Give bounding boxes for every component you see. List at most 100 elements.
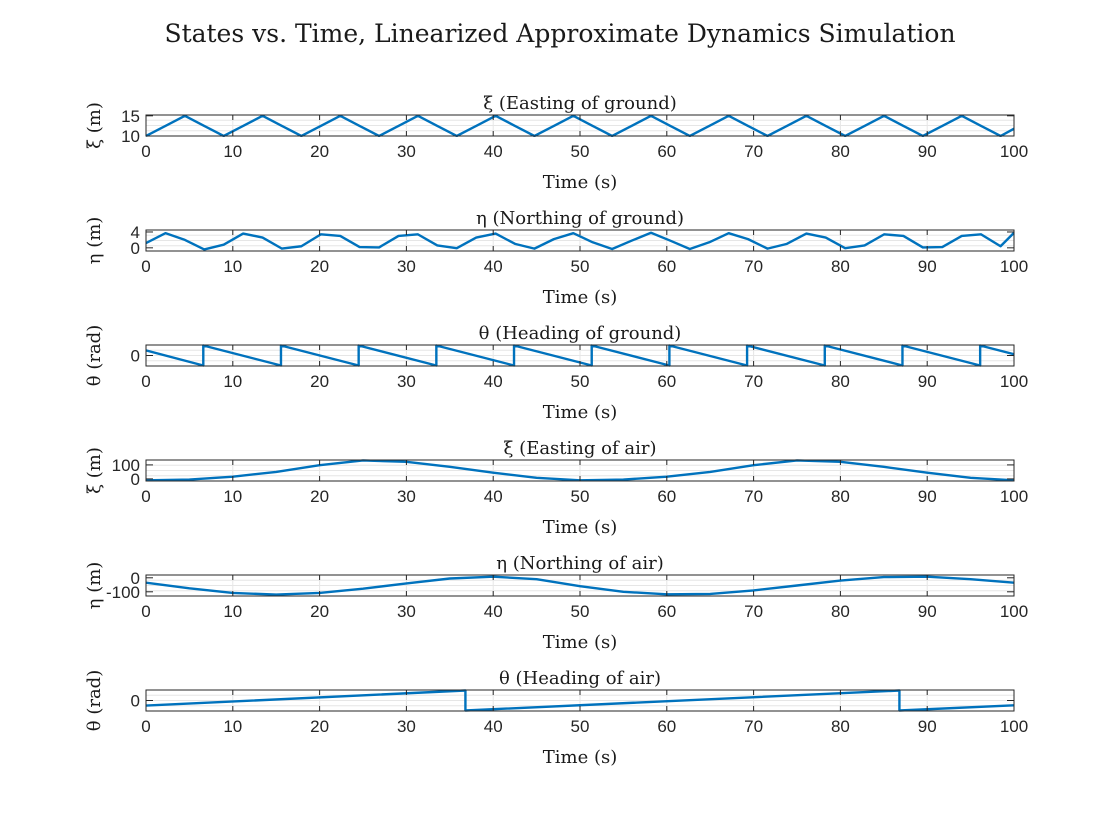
y-axis-label: ξ (m) [84, 447, 105, 494]
x-axis-label: Time (s) [543, 402, 618, 423]
x-tick-label: 90 [918, 257, 937, 276]
x-tick-label: 40 [484, 372, 503, 391]
subplot-2: 0 10 20 30 40 50 60 70 80 90 100 04 η (Northing of g… [84, 208, 1028, 308]
x-tick-label: 90 [918, 487, 937, 506]
x-tick-label: 30 [397, 257, 416, 276]
x-tick-label: 70 [744, 602, 763, 621]
x-tick-label: 0 [141, 257, 150, 276]
x-tick-label: 60 [657, 717, 676, 736]
x-tick-label: 90 [918, 602, 937, 621]
x-tick-label: 50 [571, 257, 590, 276]
x-tick-label: 100 [1000, 257, 1028, 276]
y-tick-label: 10 [121, 127, 140, 146]
x-tick-label: 80 [831, 602, 850, 621]
x-tick-label: 60 [657, 602, 676, 621]
x-tick-label: 0 [141, 487, 150, 506]
x-tick-label: 70 [744, 372, 763, 391]
x-tick-label: 40 [484, 602, 503, 621]
y-tick-label: 0 [131, 692, 140, 711]
subplot-title: θ (Heading of ground) [479, 323, 682, 344]
y-tick-label: 0 [131, 347, 140, 366]
x-tick-label: 20 [310, 487, 329, 506]
x-tick-label: 90 [918, 717, 937, 736]
x-tick-label: 10 [223, 257, 242, 276]
x-tick-label: 10 [223, 602, 242, 621]
x-tick-label: 10 [223, 717, 242, 736]
x-tick-label: 20 [310, 372, 329, 391]
x-tick-label: 30 [397, 142, 416, 161]
subplot-title: η (Northing of air) [496, 553, 663, 574]
y-tick-label: 0 [131, 470, 140, 489]
y-axis-label: η (m) [84, 217, 105, 265]
subplot-6: 0 10 20 30 40 50 60 70 80 90 100 0 θ (Heading of air… [84, 668, 1028, 768]
x-tick-label: 100 [1000, 142, 1028, 161]
x-tick-label: 20 [310, 142, 329, 161]
subplot-title: ξ (Easting of air) [504, 438, 657, 459]
x-axis-label: Time (s) [543, 287, 618, 308]
x-tick-label: 80 [831, 142, 850, 161]
x-tick-label: 100 [1000, 372, 1028, 391]
x-tick-label: 70 [744, 142, 763, 161]
y-tick-label: 100 [112, 456, 140, 475]
x-tick-label: 0 [141, 717, 150, 736]
x-tick-label: 10 [223, 487, 242, 506]
x-tick-label: 60 [657, 142, 676, 161]
x-axis-label: Time (s) [543, 632, 618, 653]
series-line-1 [146, 344, 1014, 367]
figure-title: States vs. Time, Linearized Approximate … [164, 19, 955, 48]
x-tick-label: 20 [310, 257, 329, 276]
y-axis-label: θ (rad) [84, 325, 105, 386]
x-axis-label: Time (s) [543, 517, 618, 538]
x-tick-label: 100 [1000, 487, 1028, 506]
x-tick-label: 0 [141, 602, 150, 621]
x-tick-label: 30 [397, 372, 416, 391]
x-tick-label: 40 [484, 717, 503, 736]
y-tick-label: -100 [106, 583, 140, 602]
y-axis-label: η (m) [84, 562, 105, 610]
subplot-title: θ (Heading of air) [499, 668, 661, 689]
x-tick-label: 70 [744, 487, 763, 506]
x-tick-label: 30 [397, 717, 416, 736]
y-axis-label: ξ (m) [84, 102, 105, 149]
x-tick-label: 40 [484, 142, 503, 161]
x-tick-label: 90 [918, 372, 937, 391]
x-tick-label: 50 [571, 142, 590, 161]
x-tick-label: 80 [831, 257, 850, 276]
x-tick-label: 80 [831, 372, 850, 391]
x-tick-label: 80 [831, 487, 850, 506]
x-tick-label: 50 [571, 372, 590, 391]
series-line-1 [146, 114, 1014, 137]
x-tick-label: 0 [141, 142, 150, 161]
x-tick-label: 100 [1000, 602, 1028, 621]
x-tick-label: 60 [657, 372, 676, 391]
x-tick-label: 60 [657, 487, 676, 506]
x-tick-label: 40 [484, 487, 503, 506]
x-tick-label: 50 [571, 602, 590, 621]
x-tick-label: 100 [1000, 717, 1028, 736]
x-tick-label: 30 [397, 602, 416, 621]
y-tick-label: 0 [131, 569, 140, 588]
x-tick-label: 20 [310, 602, 329, 621]
x-tick-label: 60 [657, 257, 676, 276]
x-tick-label: 70 [744, 717, 763, 736]
x-tick-label: 70 [744, 257, 763, 276]
x-tick-label: 80 [831, 717, 850, 736]
x-axis-label: Time (s) [543, 747, 618, 768]
y-tick-label: 4 [131, 223, 140, 242]
x-tick-label: 10 [223, 372, 242, 391]
x-tick-label: 90 [918, 142, 937, 161]
series-line-1 [146, 231, 1014, 251]
x-axis-label: Time (s) [543, 172, 618, 193]
y-tick-label: 15 [121, 107, 140, 126]
x-tick-label: 10 [223, 142, 242, 161]
x-tick-label: 20 [310, 717, 329, 736]
series-line-1 [146, 689, 1014, 712]
subplot-3: 0 10 20 30 40 50 60 70 80 90 100 0 θ (Heading of gro… [84, 323, 1028, 423]
series-line-1 [146, 575, 1014, 596]
y-axis-label: θ (rad) [84, 670, 105, 731]
x-tick-label: 50 [571, 717, 590, 736]
